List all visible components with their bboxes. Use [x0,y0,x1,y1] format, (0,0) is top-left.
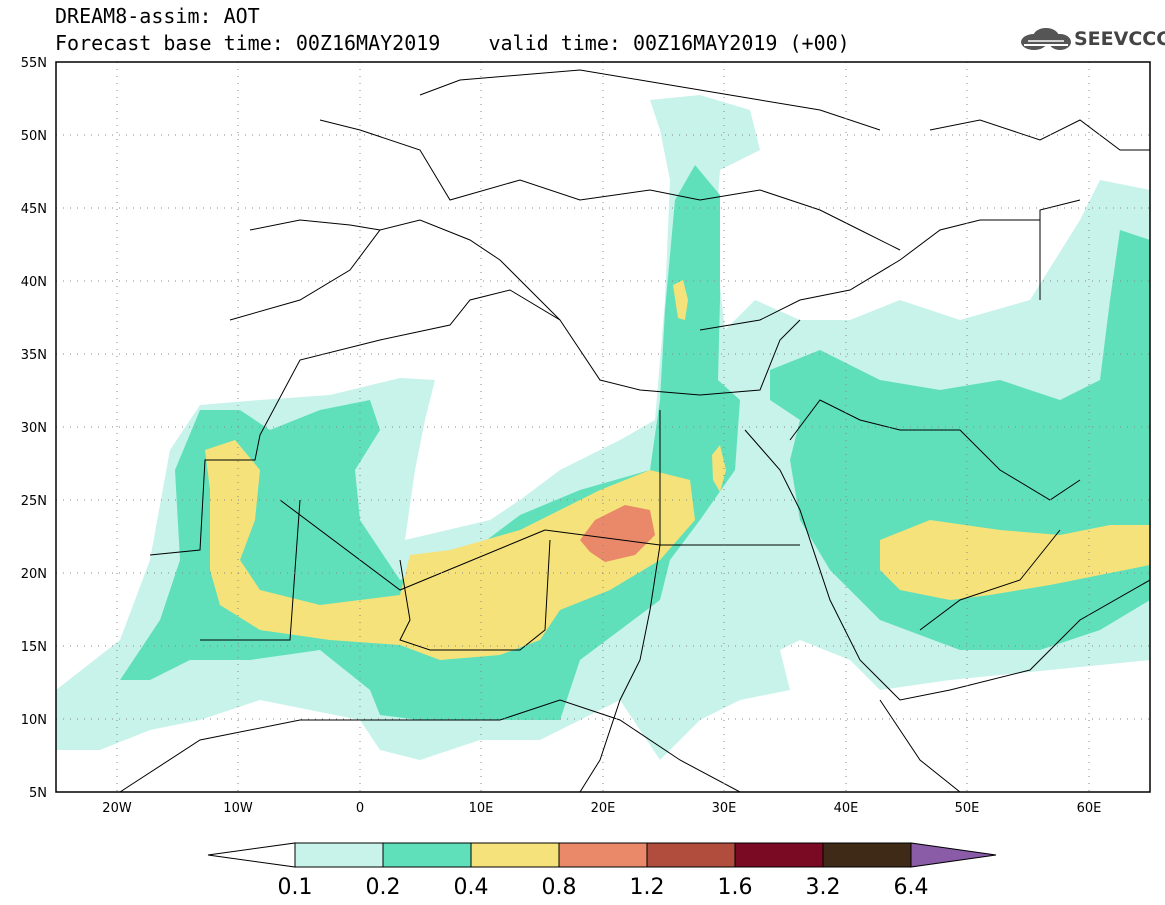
lon-label: 30E [712,801,737,816]
lat-label: 20N [21,567,47,582]
seevccc-logo: SEEVCCC [1074,28,1165,50]
colorbar-label: 0.2 [366,875,401,900]
colorbar-label: 0.1 [278,875,313,900]
colorbar-label: 1.6 [718,875,753,900]
lat-labels: 55N 50N 45N 40N 35N 30N 25N 20N 15N 10N … [21,56,47,801]
aot-level-0.4 [205,280,1150,660]
lat-label: 15N [21,640,47,655]
colorbar-swatch [294,842,384,868]
lat-label: 30N [21,421,47,436]
colorbar-high-arrow [910,842,997,868]
lon-label: 60E [1077,801,1102,816]
colorbar: 0.1 0.2 0.4 0.8 1.2 1.6 3.2 6.4 [207,842,997,900]
lon-label: 0 [356,801,364,816]
lon-labels: 20W 10W 0 10E 20E 30E 40E 50E 60E [102,801,1101,816]
lat-label: 25N [21,494,47,509]
lat-label: 50N [21,129,47,144]
colorbar-swatch [558,842,648,868]
lat-label: 45N [21,202,47,217]
colorbar-swatch [382,842,472,868]
colorbar-label: 6.4 [894,875,929,900]
lat-label: 55N [21,56,47,71]
colorbar-swatch [734,842,824,868]
aot-level-0.8 [580,505,655,562]
map-frame [55,61,1151,793]
cloud-icon [1021,28,1071,50]
colorbar-label: 1.2 [630,875,665,900]
lon-label: 10W [223,801,253,816]
coastlines [119,69,1150,792]
lat-label: 10N [21,713,47,728]
grid-lines [56,62,1150,792]
lat-label: 40N [21,275,47,290]
colorbar-label: 0.8 [542,875,577,900]
forecast-times: Forecast base time: 00Z16MAY2019 valid t… [55,31,850,55]
lon-label: 50E [955,801,980,816]
lon-label: 20E [591,801,616,816]
lat-label: 35N [21,348,47,363]
colorbar-label: 3.2 [806,875,841,900]
colorbar-low-arrow [207,842,296,868]
lon-label: 20W [102,801,132,816]
map-title: DREAM8-assim: AOT [55,4,260,28]
colorbar-swatch [646,842,736,868]
colorbar-swatch [470,842,560,868]
colorbar-swatch [822,842,912,868]
colorbar-label: 0.4 [454,875,489,900]
aot-map: 55N 50N 45N 40N 35N 30N 25N 20N 15N 10N … [21,56,1151,816]
lat-label: 5N [29,786,47,801]
lon-label: 10E [469,801,494,816]
lon-label: 40E [834,801,859,816]
